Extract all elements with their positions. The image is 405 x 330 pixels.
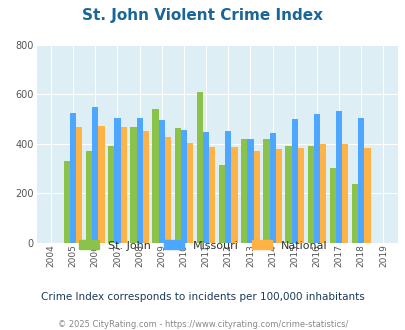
Text: © 2025 CityRating.com - https://www.cityrating.com/crime-statistics/: © 2025 CityRating.com - https://www.city… xyxy=(58,320,347,329)
Bar xyxy=(86,151,92,243)
Bar xyxy=(218,165,225,243)
Bar xyxy=(202,132,209,243)
Bar xyxy=(76,127,82,243)
Bar xyxy=(291,119,297,243)
Bar xyxy=(136,118,143,243)
Bar xyxy=(120,127,126,243)
Bar xyxy=(319,144,326,243)
Bar xyxy=(253,151,259,243)
Bar xyxy=(231,147,237,243)
Bar xyxy=(357,117,364,243)
Bar xyxy=(158,120,164,243)
Bar xyxy=(247,139,253,243)
Bar xyxy=(64,161,70,243)
Bar xyxy=(187,143,193,243)
Bar xyxy=(225,131,231,243)
Bar xyxy=(143,131,149,243)
Bar xyxy=(275,149,281,243)
Bar xyxy=(70,113,76,243)
Bar xyxy=(263,139,269,243)
Bar xyxy=(313,114,319,243)
Bar xyxy=(241,139,247,243)
Bar xyxy=(209,147,215,243)
Bar xyxy=(180,130,187,243)
Bar xyxy=(114,117,120,243)
Bar xyxy=(152,109,158,243)
Bar xyxy=(196,91,202,243)
Bar xyxy=(329,168,335,243)
Bar xyxy=(98,126,104,243)
Bar xyxy=(364,148,370,243)
Bar xyxy=(297,148,303,243)
Bar xyxy=(130,127,136,243)
Bar xyxy=(164,137,171,243)
Text: St. John Violent Crime Index: St. John Violent Crime Index xyxy=(82,8,323,23)
Bar xyxy=(351,183,357,243)
Bar xyxy=(108,146,114,243)
Legend: St. John, Missouri, National: St. John, Missouri, National xyxy=(74,236,331,255)
Text: Crime Index corresponds to incidents per 100,000 inhabitants: Crime Index corresponds to incidents per… xyxy=(41,292,364,302)
Bar xyxy=(285,146,291,243)
Bar xyxy=(341,144,347,243)
Bar xyxy=(335,112,341,243)
Bar xyxy=(307,146,313,243)
Bar xyxy=(269,133,275,243)
Bar xyxy=(174,128,180,243)
Bar xyxy=(92,107,98,243)
